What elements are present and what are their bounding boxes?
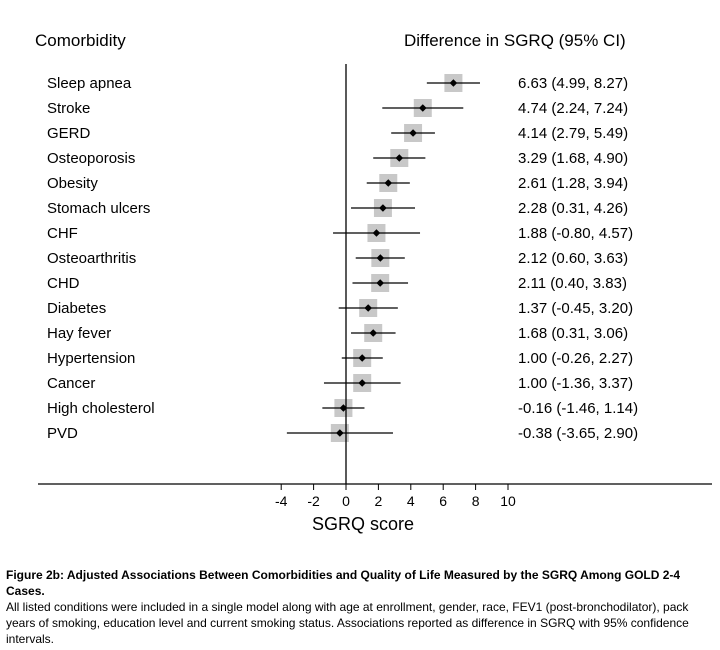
forest-row: GERD 4.14 (2.79, 5.49) xyxy=(47,124,628,142)
estimate-point xyxy=(418,104,427,112)
estimate-point xyxy=(364,304,372,312)
estimate-point xyxy=(376,279,384,287)
row-label: PVD xyxy=(47,425,78,442)
row-label: Osteoporosis xyxy=(47,150,135,167)
forest-row: Hay fever 1.68 (0.31, 3.06) xyxy=(47,324,628,342)
estimate-point xyxy=(336,429,344,437)
x-tick-label: 6 xyxy=(439,493,447,509)
x-tick-label: -2 xyxy=(307,493,320,509)
row-ci-text: 1.37 (-0.45, 3.20) xyxy=(518,300,633,317)
row-ci-text: 2.11 (0.40, 3.83) xyxy=(518,275,627,292)
row-ci-text: 4.74 (2.24, 7.24) xyxy=(518,100,628,117)
estimate-point xyxy=(449,79,458,87)
row-label: Stomach ulcers xyxy=(47,200,150,217)
caption-title: Figure 2b: Adjusted Associations Between… xyxy=(6,568,681,598)
x-tick-label: 0 xyxy=(342,493,350,509)
forest-row: PVD -0.38 (-3.65, 2.90) xyxy=(47,424,638,442)
row-ci-text: 2.28 (0.31, 4.26) xyxy=(518,200,628,217)
row-ci-text: 2.12 (0.60, 3.63) xyxy=(518,250,628,267)
x-tick-label: 2 xyxy=(375,493,383,509)
forest-row: Stroke 4.74 (2.24, 7.24) xyxy=(47,99,628,117)
row-ci-text: -0.16 (-1.46, 1.14) xyxy=(518,400,638,417)
estimate-point xyxy=(358,379,366,387)
x-tick-label: 4 xyxy=(407,493,415,509)
row-label: Sleep apnea xyxy=(47,75,132,92)
row-label: CHF xyxy=(47,225,78,242)
estimate-point xyxy=(384,179,393,187)
x-tick-label: 10 xyxy=(500,493,516,509)
estimate-point xyxy=(379,204,387,212)
row-label: CHD xyxy=(47,275,80,292)
estimate-point xyxy=(358,354,366,362)
row-label: High cholesterol xyxy=(47,400,155,417)
row-ci-text: 6.63 (4.99, 8.27) xyxy=(518,75,628,92)
left-header: Comorbidity xyxy=(35,31,126,50)
row-ci-text: 3.29 (1.68, 4.90) xyxy=(518,150,628,167)
forest-row: High cholesterol -0.16 (-1.46, 1.14) xyxy=(47,399,638,417)
estimate-point xyxy=(372,229,381,237)
forest-row: Cancer 1.00 (-1.36, 3.37) xyxy=(47,374,633,392)
row-label: Osteoarthritis xyxy=(47,250,136,267)
forest-row: CHD 2.11 (0.40, 3.83) xyxy=(47,274,627,292)
forest-row: Hypertension 1.00 (-0.26, 2.27) xyxy=(47,349,633,367)
forest-row: Sleep apnea 6.63 (4.99, 8.27) xyxy=(47,74,628,92)
right-header: Difference in SGRQ (95% CI) xyxy=(404,31,626,50)
forest-row: Stomach ulcers 2.28 (0.31, 4.26) xyxy=(47,199,628,217)
row-label: Stroke xyxy=(47,100,90,117)
forest-plot: Comorbidity Difference in SGRQ (95% CI) … xyxy=(35,31,712,534)
row-label: GERD xyxy=(47,125,91,142)
caption-text: All listed conditions were included in a… xyxy=(6,600,689,646)
row-ci-text: 1.00 (-0.26, 2.27) xyxy=(518,350,633,367)
estimate-point xyxy=(369,329,378,337)
row-ci-text: 1.00 (-1.36, 3.37) xyxy=(518,375,633,392)
row-ci-text: 1.88 (-0.80, 4.57) xyxy=(518,225,633,242)
row-label: Hypertension xyxy=(47,350,135,367)
row-ci-text: 2.61 (1.28, 3.94) xyxy=(518,175,628,192)
estimate-point xyxy=(339,404,348,412)
rows-layer: Sleep apnea 6.63 (4.99, 8.27) Stroke 4.74 (… xyxy=(47,74,638,442)
x-tick-label: 8 xyxy=(472,493,480,509)
forest-row: Diabetes 1.37 (-0.45, 3.20) xyxy=(47,299,633,317)
row-ci-text: -0.38 (-3.65, 2.90) xyxy=(518,425,638,442)
figure-caption: Figure 2b: Adjusted Associations Between… xyxy=(6,567,718,647)
x-tick-label: -4 xyxy=(275,493,288,509)
row-ci-text: 1.68 (0.31, 3.06) xyxy=(518,325,628,342)
forest-row: Obesity 2.61 (1.28, 3.94) xyxy=(47,174,628,192)
forest-row: Osteoporosis 3.29 (1.68, 4.90) xyxy=(47,149,628,167)
row-label: Diabetes xyxy=(47,300,106,317)
x-axis-title: SGRQ score xyxy=(312,514,414,534)
row-label: Hay fever xyxy=(47,325,111,342)
estimate-point xyxy=(395,154,404,162)
row-label: Cancer xyxy=(47,375,95,392)
forest-row: CHF 1.88 (-0.80, 4.57) xyxy=(47,224,633,242)
row-label: Obesity xyxy=(47,175,98,192)
estimate-point xyxy=(409,129,417,137)
x-axis-ticks: -4 -2 0 2 4 6 8 10 xyxy=(275,484,516,509)
forest-row: Osteoarthritis 2.12 (0.60, 3.63) xyxy=(47,249,628,267)
row-ci-text: 4.14 (2.79, 5.49) xyxy=(518,125,628,142)
estimate-point xyxy=(376,254,385,262)
